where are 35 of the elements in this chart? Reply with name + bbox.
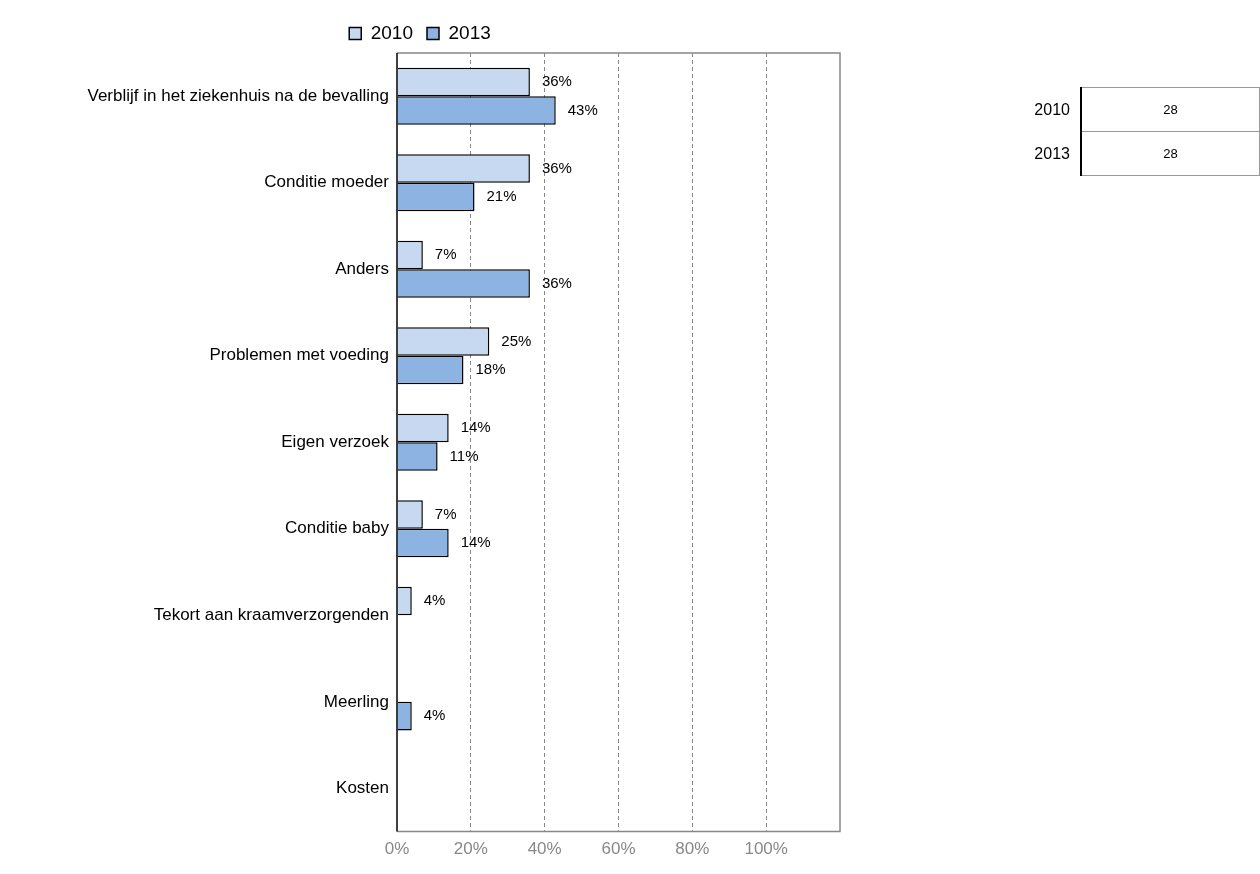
category-label: 2013 <box>1033 143 1071 164</box>
data-label: 36% <box>541 72 572 90</box>
data-label: 43% <box>567 100 598 118</box>
text: 28 <box>1080 131 1260 176</box>
y-tick-label: Kosten <box>336 778 389 798</box>
y-tick-label: Problemen met voeding <box>209 345 389 365</box>
y-tick-label: Conditie moeder <box>264 172 390 192</box>
data-label: 4% <box>423 706 446 724</box>
data-label: 14% <box>460 418 491 436</box>
data-label: 36% <box>541 273 572 291</box>
x-tick-label: 20% <box>453 839 488 859</box>
x-tick-label: 0% <box>384 839 410 859</box>
data-label: 4% <box>423 591 446 609</box>
y-tick-label: Conditie baby <box>285 518 390 538</box>
data-label: 36% <box>541 158 572 176</box>
data-label: 18% <box>475 360 506 378</box>
y-tick-label: Eigen verzoek <box>281 431 390 451</box>
legend-label: 2013 <box>448 21 491 43</box>
x-tick-label: 40% <box>527 839 562 859</box>
data-label: 21% <box>486 187 517 205</box>
text: 28 <box>1080 87 1260 132</box>
x-tick-label: 100% <box>744 839 788 859</box>
data-label: 25% <box>501 331 532 349</box>
x-tick-label: 60% <box>601 839 636 859</box>
y-tick-label: Anders <box>335 258 389 278</box>
data-label: 14% <box>460 533 491 551</box>
data-label: 11% <box>449 446 479 464</box>
y-tick-label: Verblijf in het ziekenhuis na de bevalling <box>87 85 389 105</box>
y-tick-label: Tekort aan kraamverzorgenden <box>153 605 389 625</box>
y-tick-label: Meerling <box>323 691 389 711</box>
data-label: 7% <box>434 245 457 263</box>
legend-label: 2010 <box>370 21 414 43</box>
data-label: 7% <box>434 504 457 522</box>
x-tick-label: 80% <box>675 839 710 859</box>
category-label: 2010 <box>1033 99 1071 120</box>
